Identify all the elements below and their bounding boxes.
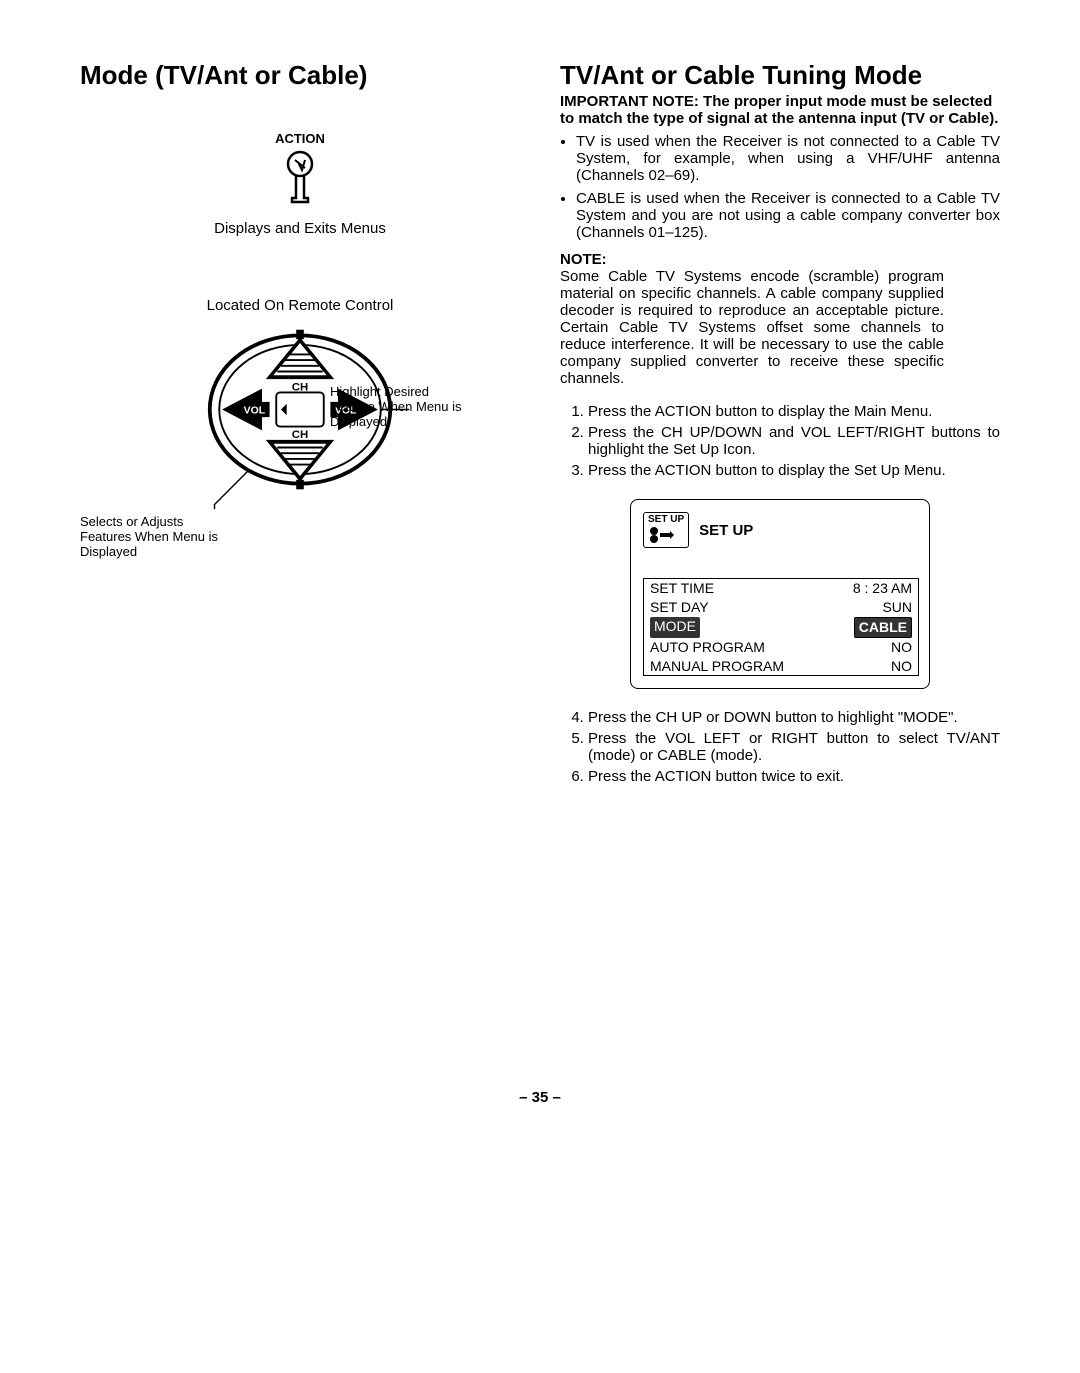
svg-text:VOL: VOL bbox=[244, 405, 266, 416]
right-column: TV/Ant or Cable Tuning Mode IMPORTANT NO… bbox=[560, 60, 1000, 789]
step-item: Press the ACTION button twice to exit. bbox=[588, 768, 1000, 785]
row-value: SUN bbox=[882, 598, 912, 617]
setup-icon-label: SET UP bbox=[648, 515, 684, 525]
step-item: Press the ACTION button to display the M… bbox=[588, 403, 1000, 420]
steps-list-a: Press the ACTION button to display the M… bbox=[560, 403, 1000, 479]
svg-text:CH: CH bbox=[292, 382, 308, 394]
note-block: NOTE: Some Cable TV Systems encode (scra… bbox=[560, 251, 1000, 387]
page: Mode (TV/Ant or Cable) ACTION Displays a… bbox=[80, 60, 1000, 789]
step-item: Press the VOL LEFT or RIGHT button to se… bbox=[588, 730, 1000, 764]
table-row: SET DAY SUN bbox=[644, 598, 918, 617]
left-callout-text: Selects or Adjusts Features When Menu is… bbox=[80, 514, 220, 559]
row-label: AUTO PROGRAM bbox=[650, 638, 765, 657]
bullet-list: TV is used when the Receiver is not conn… bbox=[560, 133, 1000, 241]
right-title: TV/Ant or Cable Tuning Mode bbox=[560, 60, 1000, 91]
setup-icon: SET UP bbox=[643, 512, 689, 548]
left-column: Mode (TV/Ant or Cable) ACTION Displays a… bbox=[80, 60, 520, 789]
action-icon bbox=[80, 150, 520, 210]
step-item: Press the CH UP or DOWN button to highli… bbox=[588, 709, 1000, 726]
row-label: MANUAL PROGRAM bbox=[650, 657, 784, 676]
bullet-item: CABLE is used when the Receiver is conne… bbox=[576, 190, 1000, 241]
setup-header-row: SET UP SET UP bbox=[643, 512, 917, 548]
row-label-highlighted: MODE bbox=[650, 617, 700, 638]
setup-title: SET UP bbox=[699, 522, 753, 539]
setup-menu-box: SET UP SET UP SET TIME 8 : 23 A bbox=[630, 499, 930, 689]
located-text: Located On Remote Control bbox=[80, 297, 520, 314]
note-body: Some Cable TV Systems encode (scramble) … bbox=[560, 268, 944, 387]
row-value: NO bbox=[891, 657, 912, 676]
row-value-highlighted: CABLE bbox=[854, 617, 912, 638]
row-label: SET DAY bbox=[650, 598, 709, 617]
important-note: IMPORTANT NOTE: The proper input mode mu… bbox=[560, 93, 1000, 127]
table-row-highlighted: MODE CABLE bbox=[644, 617, 918, 638]
table-row: AUTO PROGRAM NO bbox=[644, 638, 918, 657]
step-item: Press the CH UP/DOWN and VOL LEFT/RIGHT … bbox=[588, 424, 1000, 458]
page-number: – 35 – bbox=[80, 1089, 1000, 1106]
row-label: SET TIME bbox=[650, 579, 714, 598]
action-block: ACTION Displays and Exits Menus bbox=[80, 131, 520, 237]
right-callout-text: Highlight Desired Feature When Menu is D… bbox=[330, 384, 470, 429]
steps-list-b: Press the CH UP or DOWN button to highli… bbox=[560, 709, 1000, 785]
left-title: Mode (TV/Ant or Cable) bbox=[80, 60, 520, 91]
note-label: NOTE: bbox=[560, 251, 612, 268]
table-row: MANUAL PROGRAM NO bbox=[644, 657, 918, 676]
menu-table: SET TIME 8 : 23 AM SET DAY SUN MODE CABL… bbox=[643, 578, 919, 676]
row-value: 8 : 23 AM bbox=[853, 579, 912, 598]
bullet-item: TV is used when the Receiver is not conn… bbox=[576, 133, 1000, 184]
table-row: SET TIME 8 : 23 AM bbox=[644, 579, 918, 598]
remote-dpad-graphic: CH CH VOL VOL Highlight Desired Feature … bbox=[80, 324, 520, 519]
displays-exits-text: Displays and Exits Menus bbox=[80, 220, 520, 237]
action-label: ACTION bbox=[80, 131, 520, 146]
step-item: Press the ACTION button to display the S… bbox=[588, 462, 1000, 479]
svg-text:CH: CH bbox=[292, 429, 308, 441]
row-value: NO bbox=[891, 638, 912, 657]
